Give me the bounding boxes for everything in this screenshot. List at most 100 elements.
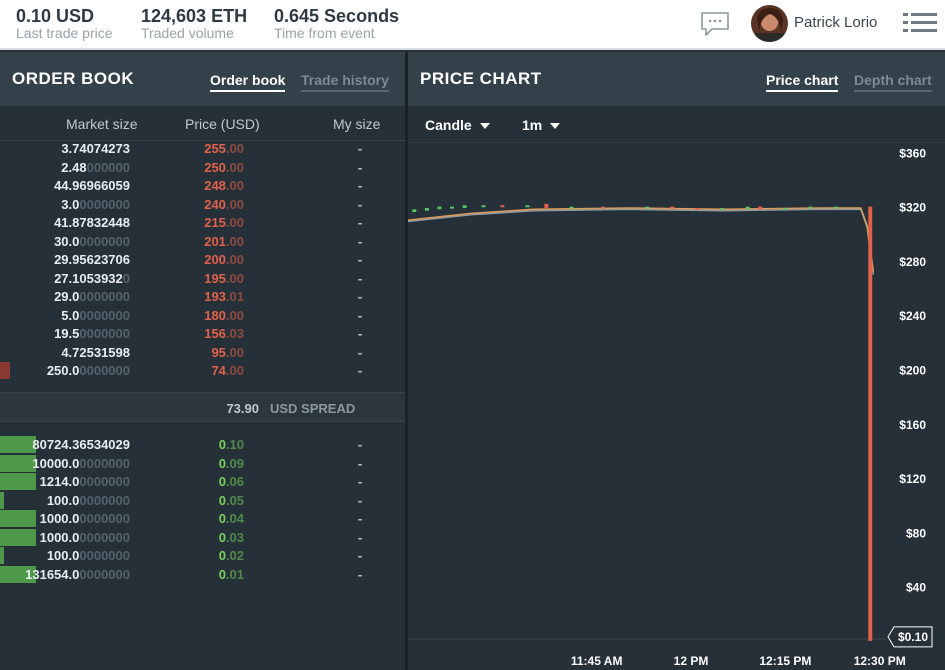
my-size-cell: - xyxy=(357,141,363,156)
candle-up xyxy=(412,209,417,213)
my-size-cell: - xyxy=(357,455,363,471)
panel-divider[interactable] xyxy=(405,52,408,670)
chat-bubble-icon[interactable] xyxy=(700,11,730,37)
ask-row[interactable]: 27.10539320 195.00 - xyxy=(0,270,405,289)
ask-row[interactable]: 3.00000000 240.00 - xyxy=(0,196,405,215)
price-decimals: .04 xyxy=(225,511,244,526)
bid-row[interactable]: 1000.00000000 0.03- xyxy=(0,528,405,548)
tab-trade-history[interactable]: Trade history xyxy=(301,72,389,92)
price-cell: 195.00 xyxy=(150,271,244,286)
price-cell: 0.02 xyxy=(150,548,244,563)
market-size-cell: 19.50000000 xyxy=(0,326,130,341)
price-decimals: .00 xyxy=(225,141,244,156)
ask-row[interactable]: 19.50000000 156.03 - xyxy=(0,325,405,344)
candle-down xyxy=(544,203,549,208)
ask-row[interactable]: 29.95623706 200.00 - xyxy=(0,251,405,270)
traded-volume-value: 124,603 ETH xyxy=(141,6,248,26)
price-decimals: .00 xyxy=(225,196,244,212)
candle-up xyxy=(808,206,813,209)
price-cell: 250.00 xyxy=(150,160,244,175)
ask-row[interactable]: 250.00000000 74.00 - xyxy=(0,362,405,381)
ask-row[interactable]: 5.00000000 180.00 - xyxy=(0,307,405,326)
my-size-cell: - xyxy=(357,566,363,582)
market-size-value: 29.0 xyxy=(54,289,80,304)
interval-dropdown[interactable]: 1m xyxy=(522,117,561,133)
tab-depth-chart[interactable]: Depth chart xyxy=(854,72,932,92)
ask-row[interactable]: 4.72531598 95.00 - xyxy=(0,344,405,363)
market-size-padding: 0000000 xyxy=(79,455,130,471)
candle-up xyxy=(424,207,429,211)
price-cell: 215.00 xyxy=(150,215,244,230)
ask-row[interactable]: 44.96966059 248.00 - xyxy=(0,177,405,196)
depth-bar xyxy=(0,491,5,509)
x-tick-label: 12:30 PM xyxy=(854,654,906,668)
candle-up xyxy=(481,205,486,208)
price-cell: 240.00 xyxy=(150,197,244,212)
last-trade-price-value: 0.10 USD xyxy=(16,6,95,26)
bid-row[interactable]: 131654.00000000 0.01- xyxy=(0,565,405,585)
market-size-cell: 27.10539320 xyxy=(0,271,130,286)
depth-bar xyxy=(0,547,5,564)
ask-row[interactable]: 41.87832448 215.00 - xyxy=(0,214,405,233)
chart-type-dropdown[interactable]: Candle xyxy=(425,117,490,133)
hamburger-menu-icon[interactable] xyxy=(903,12,937,34)
avatar[interactable] xyxy=(751,5,788,42)
last-price-marker xyxy=(887,626,933,648)
bid-row[interactable]: 1000.00000000 0.04- xyxy=(0,510,405,529)
user-name[interactable]: Patrick Lorio xyxy=(794,14,878,31)
tab-price-chart[interactable]: Price chart xyxy=(766,72,839,92)
y-tick-label: $320 xyxy=(899,201,926,215)
chevron-down-icon xyxy=(550,123,561,130)
my-size-cell: - xyxy=(357,178,363,193)
price-decimals: .03 xyxy=(225,529,244,545)
order-book-title: ORDER BOOK xyxy=(12,69,135,88)
tab-order-book[interactable]: Order book xyxy=(210,72,286,92)
top-bar: 0.10 USD Last trade price 124,603 ETH Tr… xyxy=(0,0,945,50)
price-chart-plot[interactable]: $360 $320 $280 $240 $200 $160 $120 $80 $40 11:45 … xyxy=(408,142,945,670)
market-size-padding: 0000000 xyxy=(79,233,130,249)
market-size-value: 3.74074273 xyxy=(61,141,130,156)
my-size-cell: - xyxy=(357,159,363,175)
price-value: 156 xyxy=(204,326,226,341)
my-size-cell: - xyxy=(357,289,363,304)
price-cell: 0.09 xyxy=(150,456,244,471)
order-book-panel: ORDER BOOK Order book Trade history Mark… xyxy=(0,52,405,670)
ask-row[interactable]: 3.74074273 255.00 - xyxy=(0,140,405,159)
price-decimals: .00 xyxy=(225,307,244,323)
ask-row[interactable]: 30.00000000 201.00 - xyxy=(0,233,405,252)
bid-row[interactable]: 80724.36534029 0.10 - xyxy=(0,436,405,455)
order-book-header: ORDER BOOK Order book Trade history xyxy=(0,52,405,106)
market-size-cell: 4.72531598 xyxy=(0,345,130,360)
bid-row[interactable]: 100.00000000 0.05- xyxy=(0,491,405,511)
price-decimals: .00 xyxy=(225,252,244,267)
price-value: 0 xyxy=(218,492,226,508)
ask-row[interactable]: 29.00000000 193.01 - xyxy=(0,288,405,307)
depth-bar xyxy=(0,473,37,490)
market-size-cell: 29.95623706 xyxy=(0,252,130,267)
price-cell: 0.04 xyxy=(150,511,244,526)
candle-down xyxy=(868,206,873,641)
candle-up xyxy=(462,205,467,208)
market-size-padding: 0000000 xyxy=(79,511,130,526)
bid-row[interactable]: 1214.00000000 0.06- xyxy=(0,473,405,492)
market-size-cell: 44.96966059 xyxy=(0,178,130,193)
candle-up xyxy=(437,206,442,210)
bid-row[interactable]: 100.00000000 0.02- xyxy=(0,547,405,566)
ask-row[interactable]: 2.48000000 250.00 - xyxy=(0,159,405,178)
price-value: 248 xyxy=(204,178,226,193)
price-cell: 156.03 xyxy=(150,326,244,341)
market-size-cell: 3.74074273 xyxy=(0,141,130,156)
price-value: 95 xyxy=(211,344,226,360)
bid-row[interactable]: 10000.00000000 0.09 - xyxy=(0,454,405,474)
depth-bar xyxy=(0,510,37,527)
market-size-cell: 10000.00000000 xyxy=(0,456,130,471)
chevron-down-icon xyxy=(479,123,490,130)
market-size-cell: 80724.36534029 xyxy=(0,437,130,452)
market-size-value: 1000.0 xyxy=(39,529,80,545)
price-decimals: .09 xyxy=(225,455,244,471)
y-tick-label: $160 xyxy=(899,418,926,432)
market-size-value: 100.0 xyxy=(46,492,80,508)
y-tick-label: $200 xyxy=(899,364,926,378)
price-cell: 201.00 xyxy=(150,234,244,249)
last-price-label: $0.10 xyxy=(898,630,928,644)
